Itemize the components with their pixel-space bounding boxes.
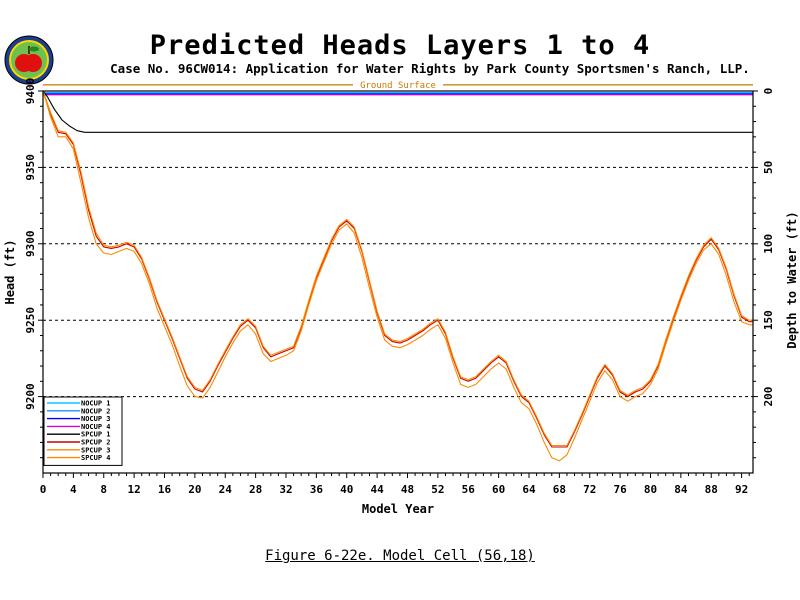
gridlines xyxy=(43,166,753,398)
x-tick-label: 12 xyxy=(127,483,140,496)
x-tick-label: 60 xyxy=(492,483,505,496)
y-tick-label: 9200 xyxy=(24,383,37,410)
apple-logo-icon xyxy=(4,35,54,85)
legend-entry: NOCUP 1 xyxy=(81,400,111,408)
series-line-spcup-4 xyxy=(42,90,753,462)
x-tick-label: 40 xyxy=(340,483,353,496)
x-tick-label: 84 xyxy=(674,483,688,496)
x-tick-label: 4 xyxy=(70,483,77,496)
legend-entry: NOCUP 2 xyxy=(81,407,111,415)
x-tick-label: 56 xyxy=(462,483,476,496)
series-line-spcup-2 xyxy=(42,90,753,448)
y-tick-label: 9250 xyxy=(24,307,37,334)
series-line-spcup-3 xyxy=(42,90,753,447)
plot-frame xyxy=(42,90,754,474)
y-axis-ticks: 9200 9250 9300 9350 9400 xyxy=(24,78,43,459)
y2-tick-label: 0 xyxy=(762,88,775,95)
y2-tick-label: 150 xyxy=(762,310,775,330)
ground-surface-label: Ground Surface xyxy=(360,81,436,91)
legend-box xyxy=(43,396,123,466)
y2-tick-label: 100 xyxy=(762,234,775,254)
x-tick-label: 52 xyxy=(431,483,444,496)
x-tick-label: 88 xyxy=(705,483,718,496)
y-tick-label: 9350 xyxy=(24,154,37,181)
y-tick-label: 9400 xyxy=(24,78,37,105)
y2-axis-label: Depth to Water (ft) xyxy=(785,211,799,348)
y-axis-label: Head (ft) xyxy=(3,239,17,304)
ground-surface: Ground Surface xyxy=(43,79,753,91)
series-lines xyxy=(42,90,753,462)
series-line-spcup-1 xyxy=(42,90,753,133)
x-tick-label: 32 xyxy=(279,483,292,496)
x-tick-label: 36 xyxy=(310,483,324,496)
x-tick-label: 72 xyxy=(583,483,596,496)
legend-entry: SPCUP 2 xyxy=(81,439,111,447)
ground-surface-label-bg xyxy=(353,79,443,89)
legend-entry: SPCUP 4 xyxy=(81,454,111,462)
x-tick-label: 44 xyxy=(370,483,384,496)
y2-tick-label: 200 xyxy=(762,387,775,407)
y-tick-label: 9300 xyxy=(24,231,37,257)
chart-subtitle: Case No. 96CW014: Application for Water … xyxy=(110,61,750,76)
chart-title: Predicted Heads Layers 1 to 4 xyxy=(149,30,651,61)
x-tick-label: 0 xyxy=(40,483,47,496)
x-tick-label: 80 xyxy=(644,483,657,496)
legend-entry: NOCUP 3 xyxy=(81,415,111,423)
figure-caption: Figure 6-22e. Model Cell (56,18) xyxy=(265,548,535,564)
x-tick-label: 48 xyxy=(401,483,414,496)
y2-tick-label: 50 xyxy=(762,161,775,174)
legend-entry: NOCUP 4 xyxy=(81,423,111,431)
x-axis-label: Model Year xyxy=(362,502,434,516)
x-tick-label: 24 xyxy=(219,483,233,496)
x-tick-label: 20 xyxy=(188,483,201,496)
x-tick-label: 64 xyxy=(522,483,536,496)
x-tick-label: 16 xyxy=(158,483,172,496)
x-tick-label: 92 xyxy=(735,483,748,496)
legend-entry: SPCUP 3 xyxy=(81,446,111,454)
legend-entry: SPCUP 1 xyxy=(81,431,111,439)
x-tick-label: 76 xyxy=(613,483,627,496)
x-tick-label: 68 xyxy=(553,483,566,496)
y2-axis-ticks: 0 50 100 150 200 xyxy=(753,88,775,459)
x-tick-label: 28 xyxy=(249,483,262,496)
x-axis-ticks: 0 4 8 12 16 20 24 28 32 36 40 44 48 52 56 60 64 68 72 76 80 8… xyxy=(40,473,750,496)
x-tick-label: 8 xyxy=(100,483,107,496)
